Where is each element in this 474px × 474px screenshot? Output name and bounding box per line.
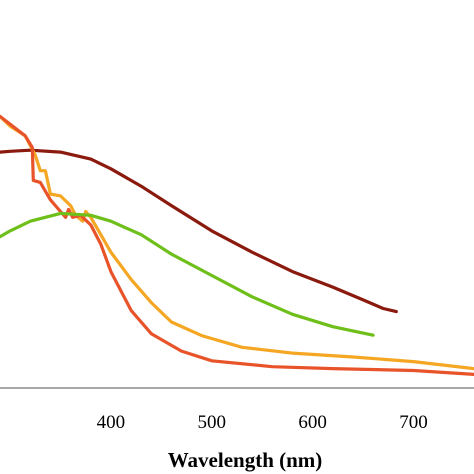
series-layer bbox=[0, 114, 474, 376]
x-tick-label-500: 500 bbox=[198, 412, 227, 433]
series-line-2 bbox=[0, 114, 474, 371]
series-line-4 bbox=[0, 211, 375, 337]
series-line-1 bbox=[0, 148, 398, 314]
x-tick-label-600: 600 bbox=[298, 412, 327, 433]
x-tick-label-400: 400 bbox=[97, 412, 126, 433]
x-tick-labels: 400 500 600 700 bbox=[97, 412, 428, 433]
x-axis-title: Wavelength (nm) bbox=[168, 448, 323, 472]
x-tick-label-700: 700 bbox=[399, 412, 428, 433]
